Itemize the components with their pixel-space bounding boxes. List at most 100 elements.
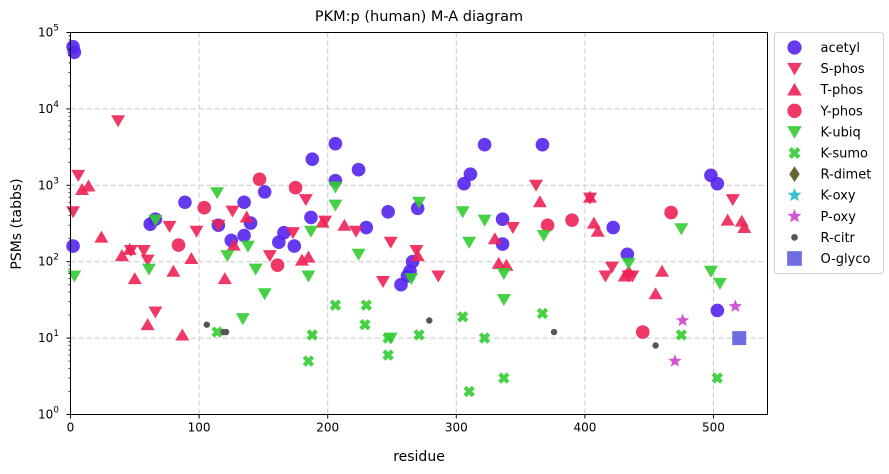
legend-label: K-sumo — [821, 147, 869, 162]
point-k-sumo — [360, 299, 372, 311]
legend-box — [774, 32, 884, 275]
point-t-phos — [94, 230, 109, 243]
point-s-phos — [71, 169, 86, 182]
point-k-sumo — [413, 329, 425, 341]
legend-label: Y-phos — [820, 104, 864, 119]
point-acetyl — [287, 239, 302, 253]
point-p-oxy — [668, 354, 682, 367]
point-s-phos — [529, 179, 544, 192]
point-s-phos — [409, 245, 424, 258]
point-k-sumo — [463, 385, 475, 398]
y-tick-base: 10 — [38, 102, 53, 116]
y-tick-base: 10 — [38, 26, 53, 40]
point-s-phos — [111, 115, 126, 128]
legend-label: R-citr — [821, 231, 856, 246]
point-s-phos — [262, 250, 277, 263]
legend-marker — [787, 251, 802, 266]
point-t-phos — [175, 328, 190, 341]
point-k-sumo — [302, 355, 315, 367]
point-t-phos — [217, 272, 232, 285]
point-t-phos — [114, 249, 129, 262]
point-y-phos — [664, 205, 678, 220]
legend-marker — [791, 234, 798, 241]
point-s-phos — [66, 206, 81, 219]
point-s-phos — [725, 194, 740, 207]
point-k-sumo — [306, 329, 318, 341]
point-s-phos — [604, 261, 619, 274]
point-k-ubiq — [301, 270, 316, 283]
point-t-phos — [621, 264, 636, 277]
point-t-phos — [239, 210, 254, 223]
point-acetyl — [178, 195, 192, 210]
point-s-phos — [225, 205, 240, 218]
point-t-phos — [487, 232, 502, 245]
legend-marker — [788, 147, 801, 159]
legend-marker — [789, 166, 800, 182]
point-y-phos — [565, 213, 579, 227]
point-r-citr — [426, 317, 433, 324]
y-tick-label: 102 — [38, 253, 59, 269]
point-s-phos — [375, 276, 390, 289]
legend-label: K-oxy — [821, 189, 856, 204]
point-t-phos — [294, 253, 309, 266]
y-tick-label: 105 — [38, 24, 59, 40]
point-t-phos — [337, 218, 352, 231]
y-tick-label: 101 — [38, 329, 59, 345]
point-k-sumo — [457, 311, 469, 323]
legend-label: P-oxy — [821, 210, 857, 225]
point-t-phos — [122, 242, 137, 255]
point-y-phos — [252, 172, 267, 187]
point-k-ubiq — [477, 214, 492, 227]
x-tick-label: 200 — [316, 421, 339, 435]
legend-marker — [787, 82, 802, 96]
point-t-phos — [532, 195, 547, 208]
legend-marker — [787, 103, 802, 118]
y-tick-label: 104 — [38, 100, 59, 116]
point-acetyl — [67, 45, 82, 60]
point-s-phos — [189, 225, 204, 238]
point-k-ubiq — [240, 240, 255, 253]
legend-label: T-phos — [820, 83, 864, 98]
point-k-sumo — [711, 372, 724, 384]
point-k-ubiq — [148, 214, 163, 227]
data-points — [66, 39, 752, 398]
point-y-phos — [540, 218, 555, 233]
point-k-ubiq — [404, 273, 419, 286]
y-tick-exponent: 0 — [53, 406, 59, 416]
plot-area — [70, 32, 768, 415]
y-tick-exponent: 1 — [53, 329, 59, 339]
point-k-sumo — [478, 332, 491, 344]
point-acetyl — [535, 137, 550, 152]
point-acetyl — [359, 220, 374, 235]
point-acetyl — [381, 204, 395, 219]
point-s-phos — [136, 245, 151, 258]
point-o-glyco — [732, 331, 747, 346]
x-tick-label: 400 — [573, 421, 596, 435]
point-acetyl — [304, 210, 318, 225]
x-tick-label: 0 — [67, 421, 75, 435]
point-t-phos — [226, 238, 241, 251]
point-s-phos — [505, 222, 520, 235]
point-k-ubiq — [235, 313, 250, 326]
y-tick-exponent: 3 — [53, 176, 59, 186]
legend-label: R-dimet — [821, 168, 872, 183]
legend-marker — [787, 62, 802, 76]
point-r-citr — [203, 321, 211, 328]
legend-marker — [787, 40, 802, 55]
point-acetyl — [257, 185, 272, 199]
point-y-phos — [197, 200, 212, 215]
point-s-phos — [162, 220, 177, 233]
point-t-phos — [491, 256, 506, 269]
point-k-ubiq — [248, 263, 263, 276]
legend-label: acetyl — [821, 41, 861, 56]
point-acetyl — [237, 195, 251, 210]
grid — [70, 32, 768, 415]
point-s-phos — [383, 236, 398, 249]
point-k-ubiq — [455, 206, 470, 219]
point-t-phos — [737, 221, 752, 234]
point-acetyl — [606, 220, 620, 235]
point-k-ubiq — [351, 248, 366, 261]
y-tick-base: 10 — [38, 255, 53, 269]
point-t-phos — [140, 318, 155, 331]
